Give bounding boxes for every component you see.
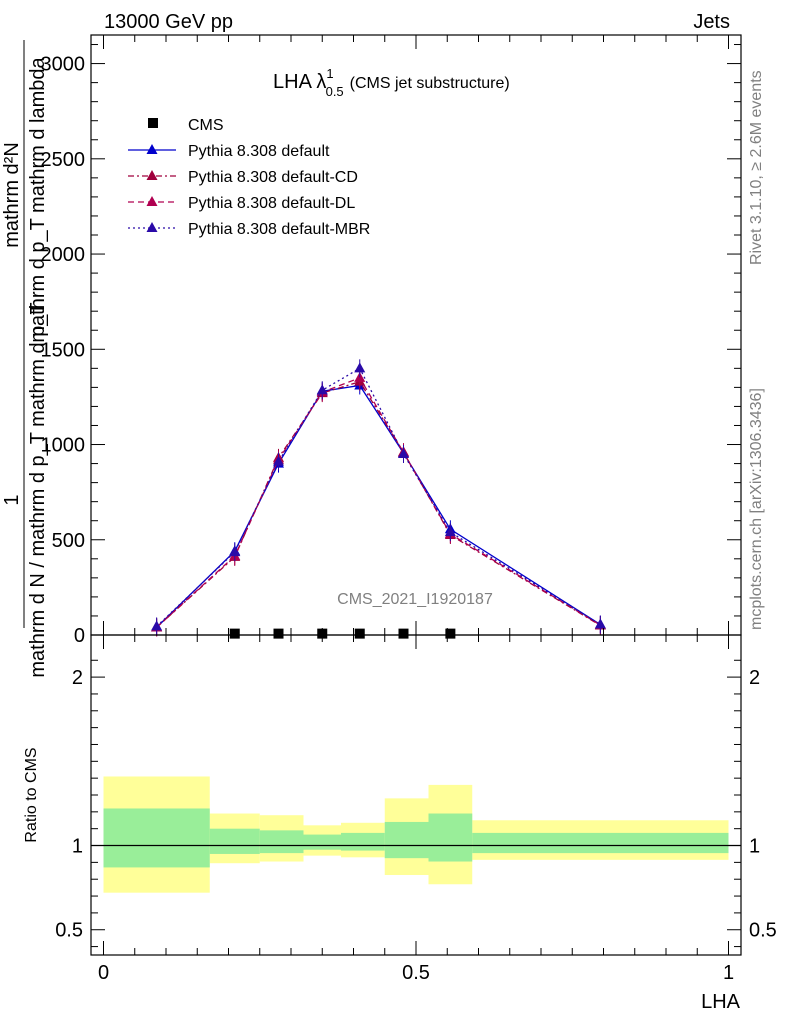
ratio-ticks: 0.5 0.5 1 1 2 2 0 0.5 1 — [55, 635, 777, 984]
ratio-y-tick-label-right: 0.5 — [749, 920, 777, 942]
x-tick-label: 0 — [98, 962, 109, 984]
ratio-inner-band — [384, 821, 429, 859]
ratio-inner-band — [259, 830, 304, 854]
ratio-y-label: Ratio to CMS — [23, 747, 40, 842]
ratio-inner-band — [303, 834, 341, 850]
data-point — [444, 526, 456, 537]
y-tick-label: 3000 — [41, 54, 86, 76]
legend-label: Pythia 8.308 default-CD — [188, 169, 358, 186]
data-point — [229, 546, 241, 557]
series-cms — [229, 628, 456, 639]
series-line — [156, 367, 601, 627]
series-pythia-8-308-default-mbr — [151, 359, 606, 636]
ratio-inner-band — [472, 832, 729, 854]
y-tick-label: 1500 — [41, 339, 86, 361]
legend-label: CMS — [188, 117, 224, 134]
series-line — [156, 377, 601, 628]
watermark: CMS_2021_I1920187 — [337, 591, 493, 608]
ratio-y-tick-label: 0.5 — [55, 920, 83, 942]
x-tick-label: 1 — [723, 962, 734, 984]
legend: CMS Pythia 8.308 default Pythia 8.308 defa… — [128, 117, 370, 238]
data-point — [398, 628, 409, 639]
legend-entry: Pythia 8.308 default-MBR — [128, 221, 370, 238]
ratio-y-tick-label-right: 2 — [749, 667, 760, 689]
plot-title-super: 1 — [326, 66, 333, 81]
y-label-numerator: 1 — [1, 494, 23, 505]
y-tick-label: 0 — [74, 625, 85, 647]
data-point — [445, 628, 456, 639]
data-point — [354, 362, 366, 373]
data-point — [594, 618, 606, 629]
main-series-group — [151, 359, 606, 639]
legend-marker — [146, 170, 158, 180]
data-point — [398, 448, 409, 459]
data-point — [273, 628, 284, 639]
y-label-d2n: mathrm d²N — [1, 142, 23, 248]
ratio-inner-band — [103, 808, 210, 868]
data-point — [151, 620, 163, 631]
mcplots-label: mcplots.cern.ch [arXiv:1306.3436] — [748, 388, 765, 630]
y-label-d-lambda: mathrm d p_T mathrm d lambda — [27, 56, 49, 342]
data-point — [229, 628, 240, 639]
y-tick-label: 2000 — [41, 244, 86, 266]
ratio-panel: 0.5 0.5 1 1 2 2 0 0.5 1 Ratio to CMS LHA — [23, 634, 777, 1013]
plot-title-main: LHA λ — [273, 71, 326, 93]
series-line — [156, 384, 601, 628]
ratio-inner-band — [209, 828, 260, 854]
legend-entry: Pythia 8.308 default-DL — [128, 195, 355, 212]
legend-entry: Pythia 8.308 default — [128, 143, 330, 160]
main-ticks: 0 500 1000 1500 2000 2500 3000 — [41, 35, 741, 647]
legend-entry: Pythia 8.308 default-CD — [128, 169, 358, 186]
header-right: Jets — [693, 11, 730, 33]
plot-title: LHA λ1 0.5 (CMS jet substructure) — [273, 66, 510, 99]
y-label-denominator: mathrm d N / mathrm d p_T mathrm d p_T — [27, 302, 49, 677]
y-tick-label: 1000 — [41, 435, 86, 457]
data-point — [316, 384, 328, 395]
y-axis-label: 1 mathrm d N / mathrm d p_T mathrm d p_T… — [1, 40, 49, 678]
legend-marker — [148, 118, 158, 128]
data-point — [273, 455, 284, 466]
x-tick-label: 0.5 — [402, 962, 430, 984]
ratio-y-tick-label: 1 — [72, 836, 83, 858]
legend-label: Pythia 8.308 default — [188, 143, 330, 160]
y-tick-label: 2500 — [41, 149, 86, 171]
legend-marker — [146, 222, 158, 232]
legend-label: Pythia 8.308 default-MBR — [188, 221, 370, 238]
plot-title-sub: 0.5 — [326, 84, 344, 99]
y-tick-label: 500 — [52, 530, 85, 552]
ratio-inner-band — [428, 813, 473, 862]
ratio-inner-band — [341, 832, 385, 851]
legend-marker — [146, 196, 158, 206]
data-point — [354, 628, 365, 639]
ratio-y-tick-label-right: 1 — [749, 836, 760, 858]
legend-label: Pythia 8.308 default-DL — [188, 195, 355, 212]
main-panel: 0 500 1000 1500 2000 2500 3000 CMS_2021_I19201… — [1, 34, 742, 678]
series-line — [156, 380, 601, 628]
legend-entry: CMS — [148, 117, 224, 134]
header-left: 13000 GeV pp — [104, 11, 233, 33]
legend-marker — [146, 144, 158, 154]
ratio-y-tick-label: 2 — [72, 667, 83, 689]
rivet-label: Rivet 3.1.10, ≥ 2.6M events — [748, 70, 765, 265]
ratio-bands — [103, 776, 729, 893]
plot-title-suffix: (CMS jet substructure) — [350, 75, 510, 92]
x-axis-label: LHA — [701, 991, 741, 1013]
